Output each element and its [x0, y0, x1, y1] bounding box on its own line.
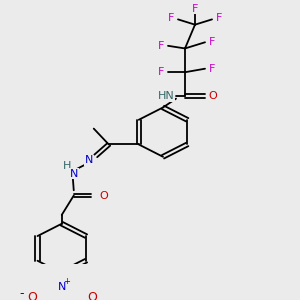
Text: F: F	[192, 4, 198, 14]
Text: N: N	[58, 282, 66, 292]
Text: F: F	[158, 67, 164, 77]
Text: F: F	[209, 64, 215, 74]
Text: F: F	[209, 37, 215, 47]
Text: O: O	[208, 91, 217, 101]
Text: HN: HN	[158, 91, 174, 101]
Text: N: N	[85, 155, 93, 165]
Text: F: F	[158, 41, 164, 51]
Text: H: H	[63, 161, 71, 172]
Text: -: -	[20, 287, 24, 300]
Text: +: +	[63, 278, 70, 286]
Text: F: F	[168, 13, 174, 22]
Text: O: O	[87, 291, 97, 300]
Text: N: N	[70, 169, 78, 178]
Text: O: O	[99, 190, 108, 200]
Text: F: F	[216, 13, 222, 22]
Text: O: O	[27, 291, 37, 300]
